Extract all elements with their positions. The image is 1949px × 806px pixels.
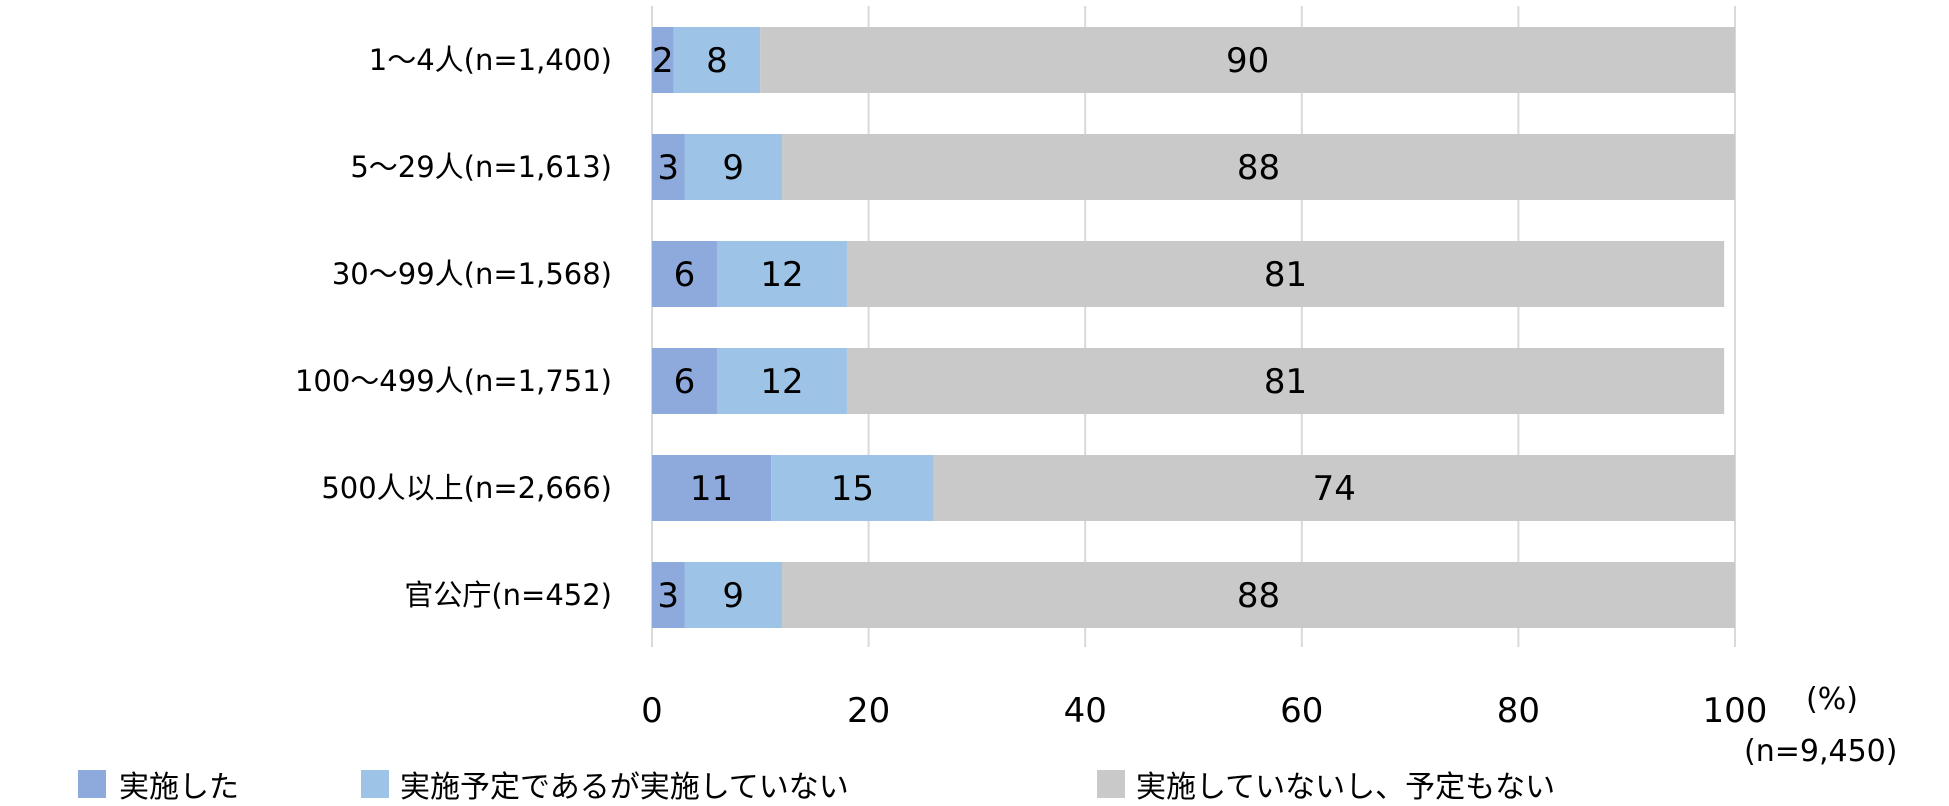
bar-segment [652,562,685,628]
data-label: 90 [1226,41,1269,81]
bar-segment [652,27,674,93]
bar-segment [652,241,717,307]
bar-segment [781,134,1735,200]
data-label: 12 [760,255,803,295]
category-label: 500人以上(n=2,666) [321,471,612,505]
axis-unit-label: (%) [1806,682,1858,717]
bar-segment [652,348,717,414]
total-n-label: (n=9,450) [1744,734,1898,769]
data-label: 88 [1237,148,1280,188]
data-label: 8 [706,41,728,81]
data-label: 6 [674,255,696,295]
data-label: 2 [652,41,674,81]
bar-segment [684,134,782,200]
data-label: 6 [674,362,696,402]
data-label: 9 [722,148,744,188]
data-label: 9 [722,576,744,616]
bar-segment [716,241,847,307]
bar-segment [771,455,934,521]
bar-segment [781,562,1735,628]
data-label: 88 [1237,576,1280,616]
category-label: 官公庁(n=452) [404,578,612,612]
legend-swatch-planned [361,770,389,798]
data-label: 81 [1264,255,1307,295]
x-tick-label: 40 [1064,691,1107,731]
data-label: 3 [657,148,679,188]
x-tick-label: 20 [847,691,890,731]
legend-swatch-implemented [78,770,106,798]
category-label: 5〜29人(n=1,613) [350,150,612,184]
category-label: 1〜4人(n=1,400) [369,43,612,77]
x-tick-label: 100 [1703,691,1768,731]
bar-segment [933,455,1735,521]
bar-segment [760,27,1735,93]
data-label: 12 [760,362,803,402]
data-label: 81 [1264,362,1307,402]
data-label: 11 [690,469,733,509]
x-tick-label: 60 [1280,691,1323,731]
bar-segment [846,348,1725,414]
legend-swatch-not-planned [1097,770,1125,798]
bar-segment [716,348,847,414]
data-label: 3 [657,576,679,616]
bar-segment [652,455,772,521]
bar-segment [684,562,782,628]
data-label: 74 [1313,469,1356,509]
x-tick-label: 0 [641,691,663,731]
bar-segment [652,134,685,200]
x-tick-label: 80 [1497,691,1540,731]
data-label: 15 [831,469,874,509]
legend-label-planned: 実施予定であるが実施していない [400,770,849,805]
legend-label-not-planned: 実施していないし、予定もない [1136,770,1556,805]
category-label: 30〜99人(n=1,568) [332,257,612,291]
bar-segment [846,241,1725,307]
category-label: 100〜499人(n=1,751) [295,364,612,398]
legend-label-implemented: 実施した [119,770,239,805]
bar-segment [673,27,761,93]
